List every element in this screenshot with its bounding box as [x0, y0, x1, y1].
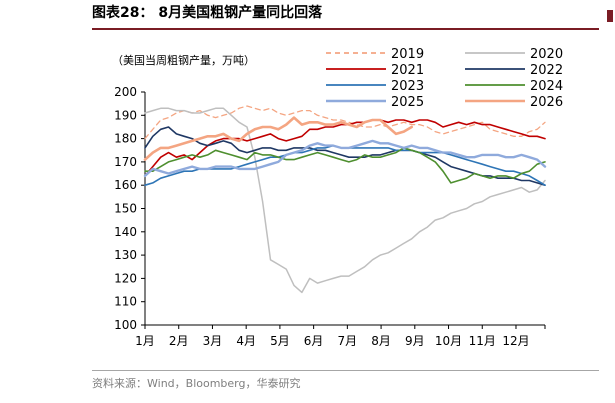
x-tick-label: 3月: [203, 334, 223, 348]
series-line-2020: [144, 107, 546, 294]
y-tick-label: 160: [114, 178, 137, 192]
x-tick-label: 4月: [236, 334, 256, 348]
series-line-2024: [144, 147, 546, 184]
y-tick-label: 170: [114, 155, 137, 169]
x-tick-label: 7月: [338, 334, 358, 348]
y-axis: 100 110 120 130 140 150 160 170 180 190 200: [114, 85, 146, 332]
y-tick-label: 100: [114, 318, 137, 332]
series-line-2026: [143, 116, 414, 161]
legend-label-2025: 2025: [391, 95, 424, 110]
x-tick-label: 1月: [135, 334, 155, 348]
legend-label-2024: 2024: [530, 79, 563, 94]
page-edge-mark: [607, 10, 613, 22]
y-tick-label: 180: [114, 132, 137, 146]
legend-label-2023: 2023: [391, 79, 424, 94]
x-tick-label: 5月: [270, 334, 290, 348]
y-axis-label: （美国当周粗钢产量，万吨）: [112, 53, 255, 67]
legend-label-2020: 2020: [530, 47, 563, 62]
legend-label-2021: 2021: [391, 63, 424, 78]
legend-label-2022: 2022: [530, 63, 563, 78]
y-tick-label: 150: [114, 202, 137, 216]
y-tick-label: 190: [114, 108, 137, 122]
footer-rule: [92, 370, 599, 371]
x-tick-label: 10月: [435, 334, 462, 348]
y-tick-label: 130: [114, 248, 137, 262]
series-lines: [143, 105, 547, 294]
y-tick-label: 120: [114, 271, 137, 285]
x-tick-label: 6月: [304, 334, 324, 348]
series-line-2025: [143, 139, 547, 178]
title-rule: [92, 28, 599, 30]
x-tick-label: 12月: [502, 334, 529, 348]
y-tick-label: 140: [114, 225, 137, 239]
series-line-2023: [144, 144, 546, 186]
y-tick-label: 200: [114, 85, 137, 99]
x-axis: 1月 2月 3月 4月 5月 6月 7月 8月 9月 10月 11月 12月: [135, 324, 546, 348]
x-tick-label: 8月: [371, 334, 391, 348]
x-tick-label: 9月: [405, 334, 425, 348]
legend-label-2019: 2019: [391, 47, 424, 62]
legend-label-2026: 2026: [530, 95, 563, 110]
x-tick-label: 2月: [169, 334, 189, 348]
figure-title: 图表28： 8月美国粗钢产量同比回落: [92, 5, 323, 21]
legend: 2019 2020 2021 2022 2023 2024 2025 2026: [326, 47, 563, 110]
source-note: 资料来源：Wind，Bloomberg，华泰研究: [92, 377, 301, 390]
x-tick-label: 11月: [469, 334, 496, 348]
y-tick-label: 110: [114, 295, 137, 309]
